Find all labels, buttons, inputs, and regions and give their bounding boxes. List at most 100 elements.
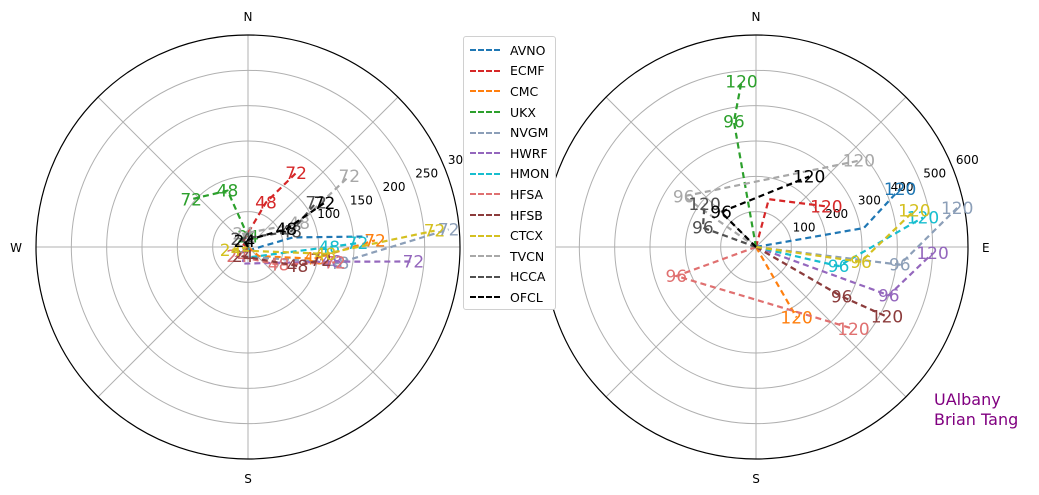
- legend-label: HFSB: [510, 207, 543, 223]
- series-line-hwrf: [240, 246, 414, 265]
- legend-item-hfsb: HFSB: [470, 205, 555, 226]
- r-tick-label: 400: [891, 180, 914, 194]
- data-label-ecmf: 120: [810, 197, 842, 217]
- data-label-hfsb: 120: [871, 308, 903, 328]
- data-label-tvcn: 72: [338, 167, 360, 187]
- legend-swatch: [470, 49, 500, 52]
- data-label-ctcx: 96: [850, 253, 872, 273]
- data-label-ofcl: 24: [234, 232, 256, 252]
- data-label-ofcl: 48: [276, 220, 298, 240]
- legend-swatch: [470, 255, 500, 258]
- theta-label: N: [244, 10, 253, 24]
- data-label-nvgm: 48: [328, 254, 350, 274]
- data-label-tvcn: 96: [673, 187, 695, 207]
- r-tick-label: 200: [383, 180, 406, 194]
- r-tick-label: 200: [825, 207, 848, 221]
- legend-label: HFSA: [510, 186, 544, 202]
- legend-item-ukx: UKX: [470, 102, 555, 123]
- series-line-nvgm: [755, 207, 958, 266]
- data-label-hfsb: 72: [310, 251, 332, 271]
- data-label-hfsa: 24: [226, 247, 248, 267]
- series-line-nvgm: [234, 228, 449, 265]
- legend-swatch: [470, 193, 500, 196]
- legend-item-cmc: CMC: [470, 81, 555, 102]
- grid-spoke: [755, 96, 907, 248]
- series-line-ukx: [190, 189, 250, 247]
- data-label-hmon: 120: [907, 209, 939, 229]
- data-label-avno: 120: [884, 180, 916, 200]
- data-label-nvgm: 72: [438, 220, 460, 240]
- data-label-ecmf: 72: [285, 164, 307, 184]
- data-label-hfsa: 120: [837, 320, 869, 340]
- legend-item-hmon: HMON: [470, 164, 555, 185]
- data-label-tvcn: 120: [843, 152, 875, 172]
- data-label-hfsb: 96: [831, 287, 853, 307]
- data-label-cmc: 72: [364, 231, 386, 251]
- r-tick-label: 250: [415, 166, 438, 180]
- grid-spoke: [247, 246, 399, 398]
- grid-spoke: [97, 246, 249, 398]
- data-label-ofcl: 96: [710, 203, 732, 223]
- theta-label: S: [752, 472, 760, 486]
- series-line-hmon: [755, 216, 924, 268]
- data-label-ukx: 96: [723, 113, 745, 133]
- legend-item-ctcx: CTCX: [470, 225, 555, 246]
- series-line-hwrf: [755, 245, 934, 297]
- series-line-cmc: [755, 246, 798, 318]
- theta-label: S: [244, 472, 252, 486]
- credit-line-2: Brian Tang: [934, 410, 1019, 429]
- data-label-ecmf: 48: [255, 193, 277, 213]
- polar-frame: [35, 34, 461, 460]
- grid-spoke: [605, 246, 757, 398]
- legend-swatch: [470, 234, 500, 237]
- legend-swatch: [470, 90, 500, 93]
- data-label-hfsb: 48: [287, 257, 309, 277]
- data-label-ukx: 72: [180, 190, 202, 210]
- legend-item-ecmf: ECMF: [470, 61, 555, 82]
- series-line-hfsb: [755, 246, 888, 318]
- r-tick-label: 150: [350, 193, 373, 207]
- legend-label: OFCL: [510, 289, 543, 305]
- legend-label: UKX: [510, 104, 536, 120]
- data-label-hcca: 48: [280, 222, 302, 242]
- series-line-ctcx: [755, 209, 916, 263]
- data-label-hcca: 72: [305, 194, 327, 214]
- legend-swatch: [470, 152, 500, 155]
- series-line-tvcn: [241, 175, 351, 248]
- series-line-hmon: [246, 242, 358, 259]
- grid-spoke: [755, 246, 907, 398]
- data-label-ctcx: 120: [898, 201, 930, 221]
- legend-swatch: [470, 131, 500, 134]
- legend-label: NVGM: [510, 125, 549, 141]
- data-label-hmon: 72: [347, 234, 369, 254]
- data-label-hwrf: 120: [916, 244, 948, 264]
- series-line-ofcl: [719, 175, 810, 248]
- legend: AVNO ECMF CMC UKX NVGM HWRF HMON HFSA HFSB CTCX TV…: [463, 36, 556, 310]
- data-label-hmon: 96: [828, 257, 850, 277]
- legend-label: CTCX: [510, 228, 543, 244]
- legend-item-hwrf: HWRF: [470, 143, 555, 164]
- data-label-ofcl: 72: [314, 194, 336, 214]
- legend-swatch: [470, 214, 500, 217]
- data-label-cmc: 48: [303, 250, 325, 270]
- legend-label: ECMF: [510, 63, 545, 79]
- data-label-ctcx: 24: [220, 241, 242, 261]
- series-line-hcca: [701, 203, 757, 249]
- legend-item-hcca: HCCA: [470, 267, 555, 288]
- credit-line-1: UAlbany: [934, 390, 1001, 409]
- legend-item-ofcl: OFCL: [470, 287, 555, 308]
- credit-text: UAlbany Brian Tang: [934, 390, 1018, 430]
- legend-item-tvcn: TVCN: [470, 246, 555, 267]
- data-label-hcca: 120: [688, 195, 720, 215]
- legend-item-hfsa: HFSA: [470, 184, 555, 205]
- series-line-avno: [755, 188, 901, 249]
- series-line-ofcl: [242, 201, 326, 248]
- polar-axis-right: 100200300400500600NESW120120120961209612…: [518, 10, 989, 486]
- data-label-ukx: 48: [217, 182, 239, 202]
- legend-swatch: [470, 296, 500, 299]
- r-tick-label: 100: [317, 207, 340, 221]
- legend-label: HWRF: [510, 145, 548, 161]
- data-label-hwrf: 72: [403, 252, 425, 272]
- legend-item-nvgm: NVGM: [470, 122, 555, 143]
